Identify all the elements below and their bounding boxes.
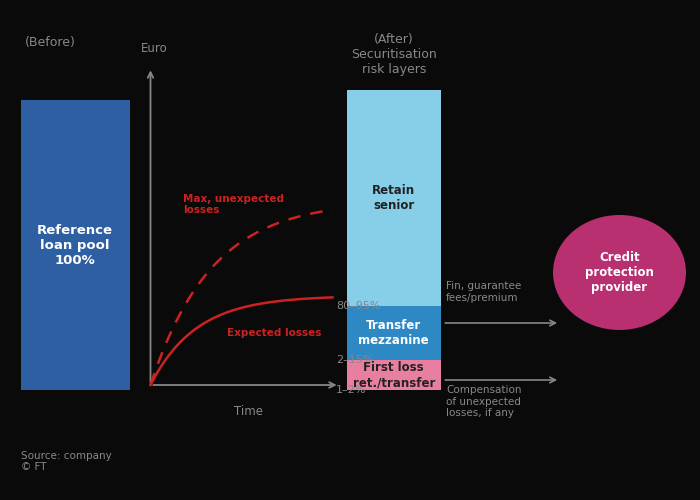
Text: Compensation
of unexpected
losses, if any: Compensation of unexpected losses, if an… [446, 385, 522, 418]
Text: Credit
protection
provider: Credit protection provider [585, 251, 654, 294]
Text: Retain
senior: Retain senior [372, 184, 415, 212]
Text: 1–2%: 1–2% [336, 385, 366, 395]
Text: Reference
loan pool
100%: Reference loan pool 100% [37, 224, 113, 266]
Text: Transfer
mezzanine: Transfer mezzanine [358, 319, 429, 347]
Text: Euro: Euro [141, 42, 167, 55]
Bar [346, 360, 441, 390]
Text: Max, unexpected
losses: Max, unexpected losses [183, 194, 284, 216]
Bar [21, 100, 130, 390]
Text: Time: Time [234, 405, 263, 418]
Ellipse shape [553, 215, 686, 330]
Text: Fin, guarantee
fees/premium: Fin, guarantee fees/premium [446, 282, 522, 303]
Bar [346, 306, 441, 360]
Bar [346, 90, 441, 306]
Text: First loss
ret./transfer: First loss ret./transfer [353, 361, 435, 389]
Text: 2–15%: 2–15% [336, 355, 373, 365]
Text: (After)
Securitisation
risk layers: (After) Securitisation risk layers [351, 32, 437, 76]
Text: Source: company
© FT: Source: company © FT [21, 451, 112, 472]
Text: 80–95%: 80–95% [336, 301, 381, 311]
Text: (Before): (Before) [25, 36, 76, 49]
Text: Expected losses: Expected losses [227, 328, 321, 338]
